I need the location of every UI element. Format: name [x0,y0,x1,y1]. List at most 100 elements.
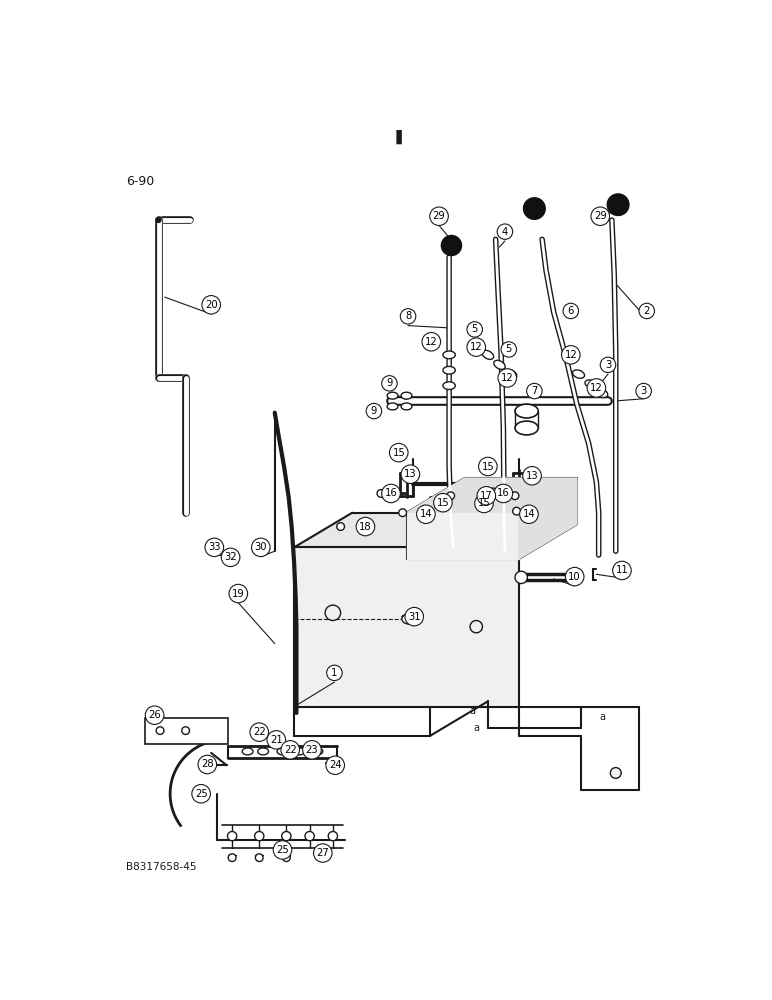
Circle shape [405,607,424,626]
Text: 14: 14 [419,509,432,519]
Text: 12: 12 [590,383,603,393]
Text: 28: 28 [201,759,214,769]
Circle shape [229,854,236,862]
Ellipse shape [443,366,455,374]
Circle shape [430,207,449,225]
Circle shape [283,854,290,862]
Circle shape [325,605,340,620]
Circle shape [250,723,269,741]
Text: 16: 16 [384,488,398,498]
Circle shape [527,383,542,399]
Circle shape [255,831,264,841]
Text: 13: 13 [404,469,417,479]
Text: 15: 15 [392,448,405,458]
Text: 25: 25 [276,845,289,855]
Circle shape [229,555,236,563]
Circle shape [282,831,291,841]
Circle shape [479,457,497,476]
Circle shape [181,727,189,734]
Text: 9: 9 [371,406,378,416]
Ellipse shape [402,614,419,624]
Bar [144,718,229,744]
Text: 2: 2 [644,306,650,316]
Circle shape [501,342,516,357]
Circle shape [639,303,655,319]
Circle shape [515,571,527,584]
Ellipse shape [506,370,516,379]
Text: 29: 29 [594,211,607,221]
Ellipse shape [443,351,455,359]
Text: a: a [473,723,479,733]
Circle shape [636,383,652,399]
Text: 4: 4 [502,227,508,237]
Text: 14: 14 [523,509,535,519]
Circle shape [326,756,344,774]
Text: a: a [469,706,476,716]
Ellipse shape [277,748,288,755]
Circle shape [191,785,211,803]
Circle shape [494,484,513,503]
Circle shape [337,523,344,530]
Circle shape [256,854,263,862]
Text: 32: 32 [224,552,237,562]
Circle shape [252,538,270,557]
Text: 22: 22 [284,745,296,755]
Text: ▐: ▐ [391,129,401,144]
Polygon shape [294,513,577,547]
Text: 21: 21 [270,735,283,745]
Circle shape [389,443,408,462]
Circle shape [303,741,321,759]
Circle shape [442,235,462,256]
Text: 7: 7 [531,386,537,396]
Polygon shape [294,547,519,707]
Text: 5: 5 [472,324,478,334]
Ellipse shape [494,360,505,369]
Ellipse shape [443,382,455,390]
Text: 31: 31 [408,612,421,622]
Circle shape [401,465,420,483]
Circle shape [447,492,455,500]
Circle shape [498,369,516,387]
Text: 6-90: 6-90 [126,175,154,188]
Text: B8317658-45: B8317658-45 [126,862,196,872]
Text: 12: 12 [501,373,513,383]
Circle shape [205,538,224,557]
Text: 17: 17 [480,491,493,501]
Text: 30: 30 [255,542,267,552]
Text: a: a [600,712,605,722]
Ellipse shape [515,404,538,418]
Ellipse shape [573,370,584,378]
Circle shape [434,493,452,512]
Circle shape [327,665,342,681]
Ellipse shape [401,403,412,410]
Circle shape [417,505,435,523]
Circle shape [313,844,332,862]
Polygon shape [519,478,577,559]
Text: 33: 33 [208,542,221,552]
Circle shape [145,706,164,724]
Ellipse shape [482,350,493,359]
Text: 10: 10 [568,572,581,582]
Text: 8: 8 [405,311,411,321]
Ellipse shape [387,392,398,399]
Circle shape [381,484,401,503]
Circle shape [467,322,482,337]
Ellipse shape [387,403,398,410]
Text: 13: 13 [526,471,538,481]
Ellipse shape [312,748,323,755]
Circle shape [489,488,497,496]
Circle shape [401,309,416,324]
Text: 15: 15 [436,498,449,508]
Circle shape [229,584,248,603]
Circle shape [377,490,384,497]
Circle shape [381,376,398,391]
Ellipse shape [515,421,538,435]
Text: 12: 12 [564,350,577,360]
Circle shape [470,620,482,633]
Text: 12: 12 [470,342,482,352]
Circle shape [523,466,541,485]
Circle shape [156,727,164,734]
Text: 22: 22 [253,727,266,737]
Circle shape [601,357,616,373]
Polygon shape [407,478,577,513]
